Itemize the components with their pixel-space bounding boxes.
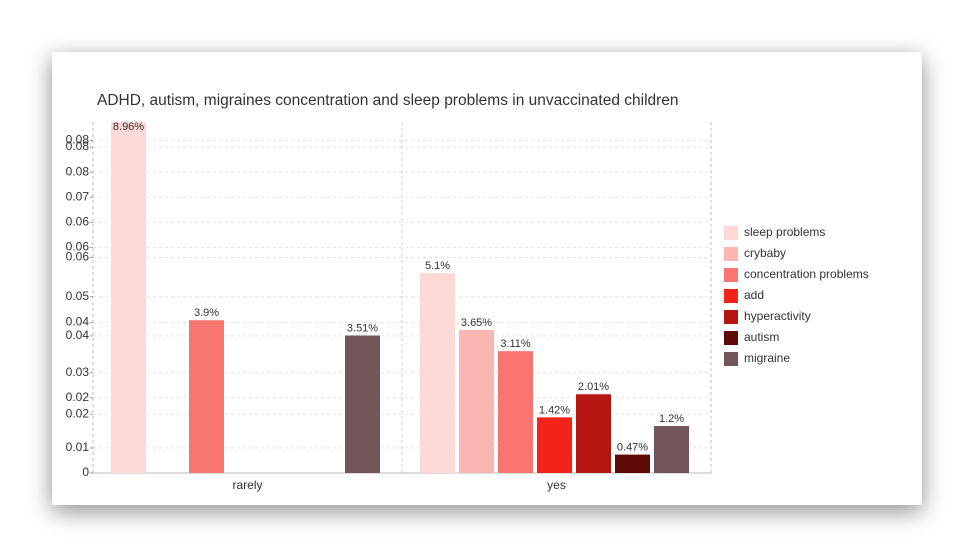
y-tick-label: 0.04 [66, 328, 90, 342]
bar [111, 122, 146, 473]
y-tick-label: 0.02 [66, 406, 90, 420]
data-label: 0.47% [617, 441, 648, 453]
legend-swatch [724, 289, 738, 303]
legend-label: sleep problems [744, 225, 825, 239]
y-tick-label: 0.06 [66, 240, 90, 254]
y-tick-label: 0.02 [66, 390, 90, 404]
legend-swatch [724, 226, 738, 240]
y-tick-label: 0.07 [66, 189, 90, 203]
bar [498, 351, 533, 473]
y-tick-label: 0.01 [66, 440, 90, 454]
bar [537, 417, 572, 473]
y-tick-label: 0 [82, 465, 89, 479]
data-label: 3.11% [500, 338, 531, 350]
bar [576, 394, 611, 473]
y-tick-label: 0.06 [66, 250, 90, 264]
y-tick-label: 0.05 [66, 289, 90, 303]
legend-label: add [744, 288, 764, 302]
legend-label: migraine [744, 351, 790, 365]
data-label: 2.01% [578, 381, 609, 393]
y-tick-label: 0.03 [66, 365, 90, 379]
data-label: 3.9% [194, 307, 219, 319]
legend-swatch [724, 331, 738, 345]
bar [345, 335, 380, 473]
legend-swatch [724, 268, 738, 282]
bar [189, 320, 224, 473]
legend-label: autism [744, 330, 779, 344]
data-label: 1.2% [659, 413, 684, 425]
bar [615, 454, 650, 473]
data-label: 1.42% [539, 404, 570, 416]
y-tick-label: 0.04 [66, 315, 90, 329]
data-label: 3.65% [461, 317, 492, 329]
y-tick-label: 0.08 [66, 164, 90, 178]
bar [654, 425, 689, 473]
x-tick-label: rarely [232, 478, 262, 492]
y-tick-label: 0.08 [66, 139, 90, 153]
data-label: 8.96% [113, 121, 144, 133]
legend-label: crybaby [744, 246, 786, 260]
x-tick-label: yes [547, 478, 566, 492]
legend-label: hyperactivity [744, 309, 811, 323]
chart-title: ADHD, autism, migraines concentration an… [97, 92, 679, 109]
legend-swatch [724, 247, 738, 261]
bar [459, 330, 494, 473]
data-label: 3.51% [347, 322, 378, 334]
bar [420, 273, 455, 473]
legend-label: concentration problems [744, 267, 869, 281]
legend-swatch [724, 352, 738, 366]
y-tick-label: 0.08 [66, 133, 90, 147]
data-label: 5.1% [425, 260, 450, 272]
y-tick-label: 0.06 [66, 214, 90, 228]
legend-swatch [724, 310, 738, 324]
